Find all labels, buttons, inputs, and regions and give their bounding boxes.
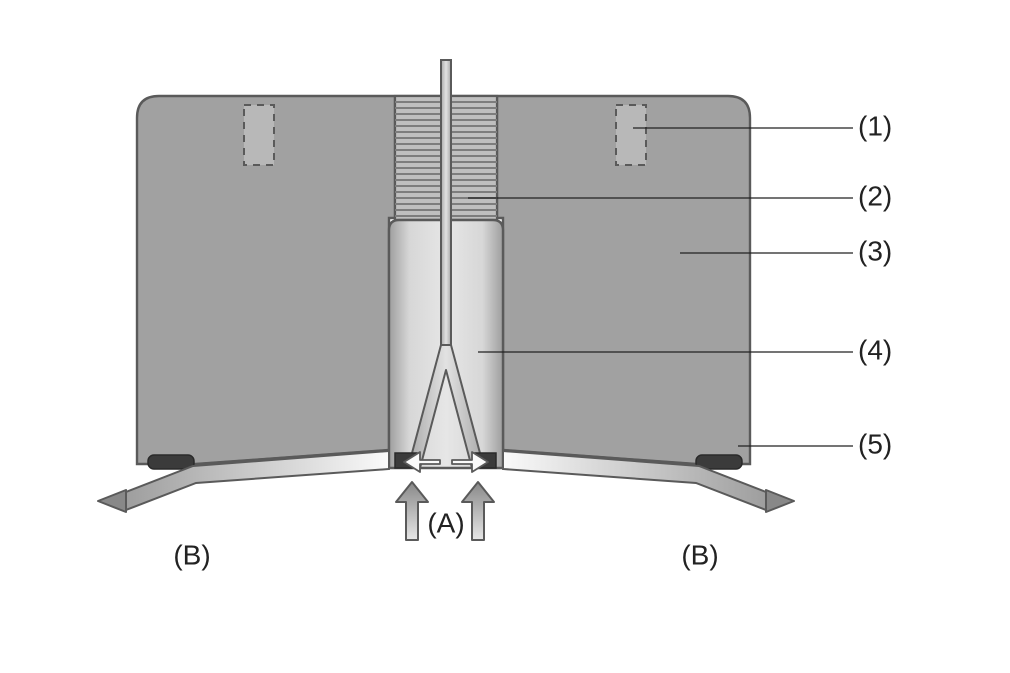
dashed-recess-left: [244, 105, 274, 165]
bottom-label-B-left: (B): [173, 539, 210, 570]
up-arrow-right: [462, 482, 494, 540]
outlet-arrowhead-right: [766, 490, 794, 512]
callout-label-4: (4): [858, 334, 892, 365]
bottom-label-B-right: (B): [681, 539, 718, 570]
callout-label-1: (1): [858, 110, 892, 141]
up-arrow-left: [396, 482, 428, 540]
diagram-canvas: (1) (2) (3) (4) (5) (A) (B) (B): [0, 0, 1010, 673]
bottom-label-A: (A): [427, 507, 464, 538]
callout-label-5: (5): [858, 428, 892, 459]
outlet-arrowhead-left: [98, 490, 126, 512]
callout-label-2: (2): [858, 180, 892, 211]
callout-label-3: (3): [858, 235, 892, 266]
dashed-recess-right: [616, 105, 646, 165]
